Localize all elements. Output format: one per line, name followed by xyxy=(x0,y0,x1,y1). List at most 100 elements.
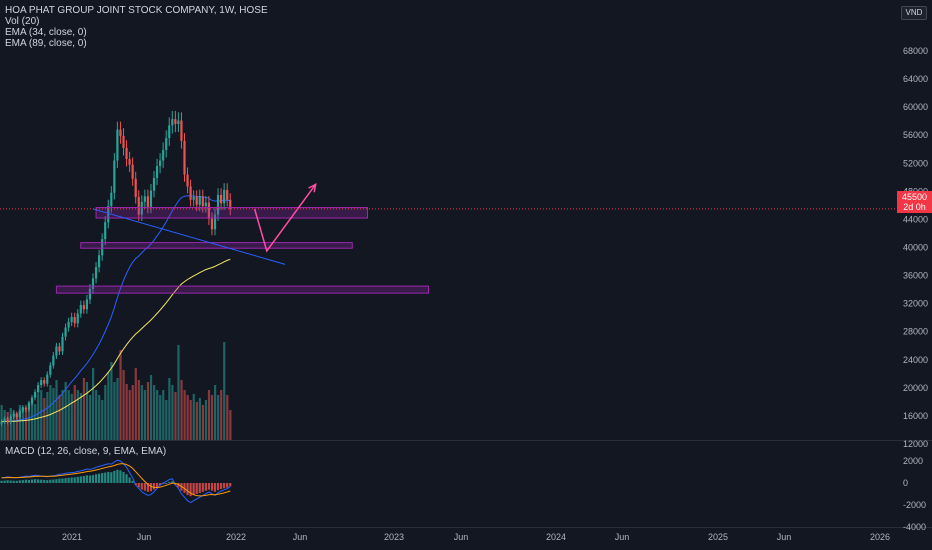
volume-bar xyxy=(27,402,31,440)
price-axis-panel xyxy=(895,0,932,550)
time-tick-label: Jun xyxy=(137,532,152,542)
price-tick-label: 24000 xyxy=(903,355,928,365)
candle-body xyxy=(125,147,128,160)
candle-body xyxy=(82,305,85,310)
candle-body xyxy=(101,239,104,256)
candle-body xyxy=(49,365,52,375)
candle-body xyxy=(61,336,64,352)
price-tick-label: 32000 xyxy=(903,299,928,309)
candle-body xyxy=(67,321,70,328)
volume-bar xyxy=(162,390,165,440)
volume-bar xyxy=(37,395,40,440)
volume-bar xyxy=(146,382,150,440)
macd-histogram-bar xyxy=(9,480,12,483)
macd-histogram-bar xyxy=(116,469,119,483)
currency-button[interactable]: VND xyxy=(901,6,927,20)
macd-histogram-bar xyxy=(229,483,232,487)
macd-histogram-bar xyxy=(55,479,58,483)
candle-body xyxy=(79,305,82,314)
macd-histogram-bar xyxy=(101,473,104,483)
macd-histogram-bar xyxy=(223,483,226,489)
macd-histogram-bar xyxy=(168,481,171,483)
macd-histogram-bar xyxy=(15,480,18,483)
volume-bar xyxy=(15,413,18,440)
volume-bar xyxy=(229,410,232,440)
macd-histogram-bar xyxy=(104,472,107,483)
macd-histogram-bar xyxy=(27,479,31,483)
macd-histogram-bar xyxy=(52,479,55,483)
volume-bar xyxy=(180,380,183,440)
volume-bar xyxy=(210,395,214,440)
trendline xyxy=(92,208,286,265)
ema34-line xyxy=(1,195,231,422)
price-tick-label: 60000 xyxy=(903,102,928,112)
macd-indicator-label[interactable]: MACD (12, 26, close, 9, EMA, EMA) xyxy=(5,446,167,457)
volume-bar xyxy=(143,390,147,440)
macd-histogram-bar xyxy=(140,483,143,490)
price-tick-label: 12000 xyxy=(903,439,928,449)
symbol-title: HOA PHAT GROUP JOINT STOCK COMPANY, 1W, … xyxy=(5,5,268,16)
volume-bar xyxy=(6,412,9,440)
price-tick-label: 52000 xyxy=(903,158,928,168)
candle-body xyxy=(213,214,217,230)
macd-tick-label: -2000 xyxy=(903,500,926,510)
candle-body xyxy=(223,189,226,204)
ema34-indicator-label[interactable]: EMA (34, close, 0) xyxy=(5,27,87,38)
macd-histogram-bar xyxy=(137,483,140,488)
volume-bar xyxy=(58,395,61,440)
price-tick-label: 64000 xyxy=(903,74,928,84)
time-tick-label: 2025 xyxy=(708,532,728,542)
macd-histogram-bar xyxy=(73,477,76,483)
candle-body xyxy=(98,255,101,268)
macd-histogram-bar xyxy=(98,473,101,483)
volume-bar xyxy=(88,395,92,440)
volume-bar xyxy=(107,372,110,440)
candle-body xyxy=(85,299,88,310)
candle-body xyxy=(110,192,113,207)
macd-histogram-bar xyxy=(91,475,95,483)
forecast-arrow xyxy=(253,183,317,253)
volume-bar xyxy=(204,400,208,440)
macd-histogram-bar xyxy=(165,483,168,484)
vol-indicator-label[interactable]: Vol (20) xyxy=(5,16,40,27)
candle-body xyxy=(201,196,204,207)
time-tick-label: 2022 xyxy=(226,532,246,542)
volume-bar xyxy=(92,368,95,440)
candle-body xyxy=(88,288,92,300)
candle-body xyxy=(91,278,95,289)
candle-body xyxy=(15,413,18,418)
volume-bar xyxy=(186,395,189,440)
candle-body xyxy=(94,267,98,279)
support-zone xyxy=(95,207,369,219)
macd-histogram-bar xyxy=(146,483,149,492)
volume-bar xyxy=(192,394,195,440)
candle-body xyxy=(186,174,189,187)
support-zone xyxy=(55,285,430,294)
time-tick-label: 2026 xyxy=(870,532,890,542)
candle-body xyxy=(183,140,186,175)
ema89-indicator-label[interactable]: EMA (89, close, 0) xyxy=(5,38,87,49)
macd-histogram-bar xyxy=(213,483,217,492)
candle-body xyxy=(168,125,171,139)
candle-body xyxy=(155,166,159,179)
time-tick-label: Jun xyxy=(454,532,469,542)
volume-bar xyxy=(128,390,131,440)
volume-bar xyxy=(140,385,143,440)
candle-body xyxy=(140,201,143,215)
candle-body xyxy=(107,206,110,223)
volume-bar xyxy=(201,405,204,440)
candle-body xyxy=(30,397,34,404)
time-tick-label: Jun xyxy=(293,532,308,542)
macd-histogram-bar xyxy=(110,472,113,483)
volume-bar xyxy=(153,385,156,440)
candle-body xyxy=(143,196,146,202)
volume-bar xyxy=(95,390,98,440)
last-price-value: 45500 xyxy=(901,192,928,202)
volume-bar xyxy=(189,400,192,440)
macd-histogram-bar xyxy=(85,475,88,483)
macd-signal-line xyxy=(1,463,231,497)
candle-body xyxy=(46,374,49,384)
macd-histogram-bar xyxy=(216,483,220,491)
macd-histogram-bar xyxy=(30,479,34,483)
